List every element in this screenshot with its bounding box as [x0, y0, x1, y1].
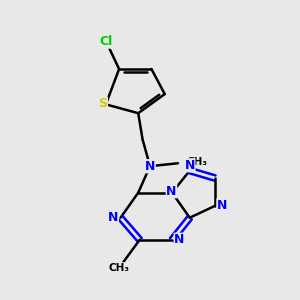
Text: N: N [145, 160, 155, 173]
Text: CH₃: CH₃ [187, 157, 208, 167]
Text: Cl: Cl [99, 35, 112, 48]
Text: N: N [108, 211, 119, 224]
Text: CH₃: CH₃ [109, 263, 130, 273]
Text: N: N [166, 185, 177, 198]
Text: N: N [217, 199, 227, 212]
Text: N: N [174, 233, 184, 246]
Text: N: N [184, 159, 195, 172]
Text: S: S [98, 97, 107, 110]
